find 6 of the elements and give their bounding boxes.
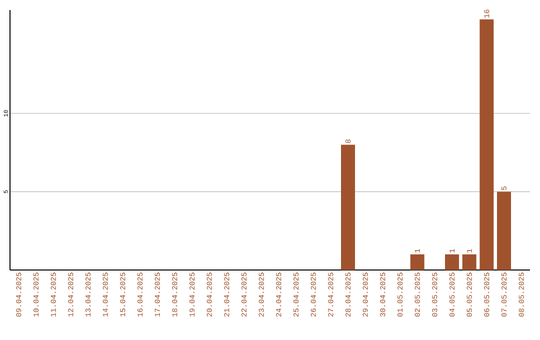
bar <box>497 192 512 270</box>
bar <box>445 254 460 270</box>
bar <box>480 19 494 270</box>
bar <box>462 254 476 270</box>
bar <box>341 144 356 270</box>
bar <box>410 254 424 270</box>
